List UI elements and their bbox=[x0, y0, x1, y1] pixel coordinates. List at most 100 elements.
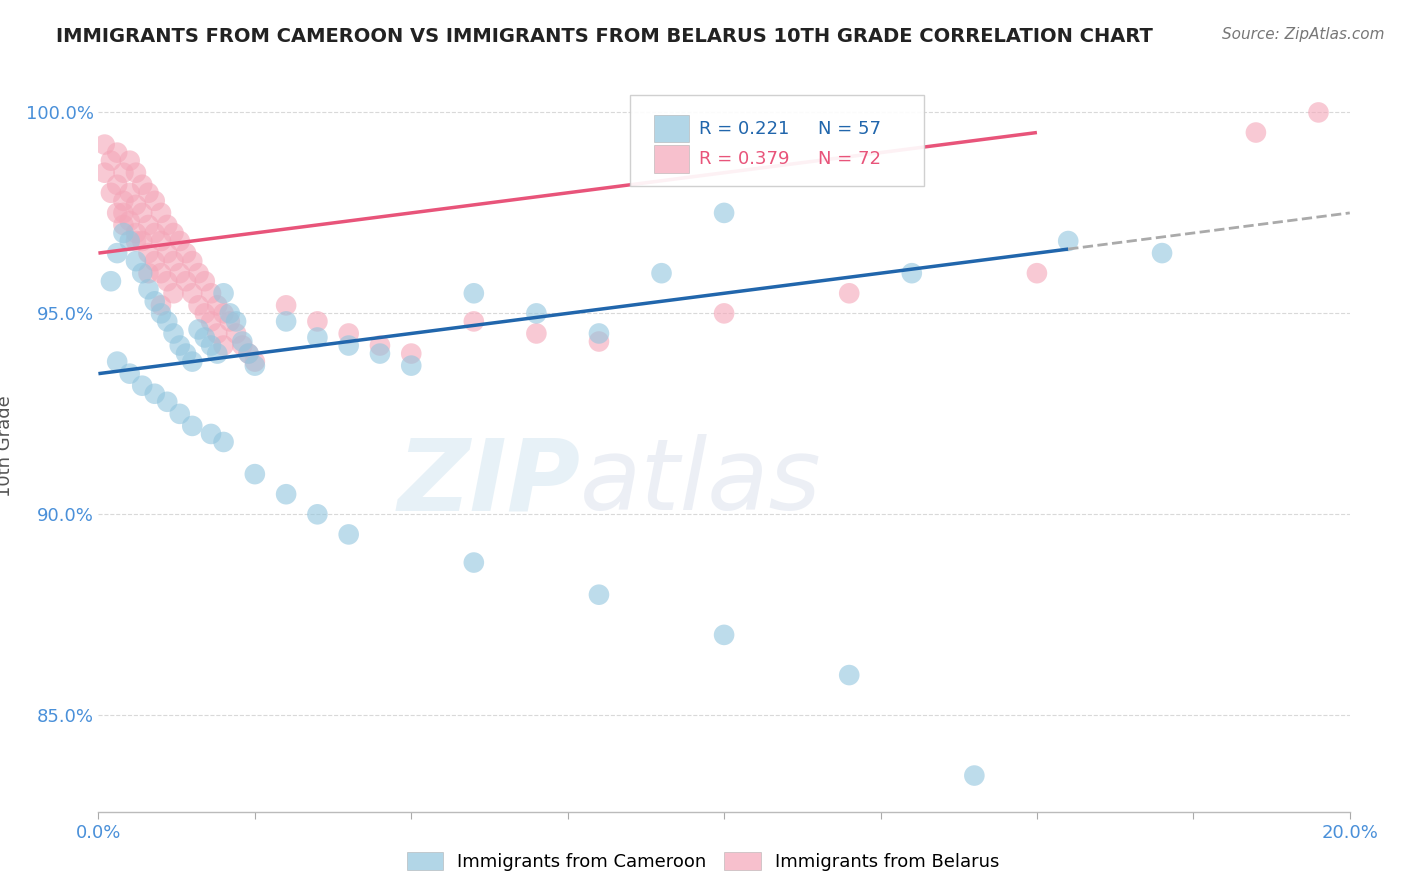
Point bbox=[143, 254, 166, 268]
Point bbox=[212, 434, 235, 449]
Point bbox=[463, 286, 485, 301]
Point bbox=[588, 588, 610, 602]
Point bbox=[307, 508, 329, 522]
Point bbox=[401, 359, 423, 373]
Point bbox=[900, 266, 922, 280]
Point bbox=[225, 314, 247, 328]
Point bbox=[112, 226, 135, 240]
Point bbox=[100, 153, 122, 168]
Point bbox=[112, 166, 135, 180]
Point bbox=[274, 314, 298, 328]
Text: N = 72: N = 72 bbox=[818, 150, 882, 169]
Point bbox=[337, 326, 360, 341]
Point bbox=[143, 294, 166, 309]
Point bbox=[181, 418, 204, 433]
Point bbox=[181, 286, 204, 301]
Point bbox=[200, 426, 222, 441]
Point bbox=[105, 354, 128, 368]
Point bbox=[187, 266, 209, 280]
Y-axis label: 10th Grade: 10th Grade bbox=[0, 395, 14, 497]
Point bbox=[963, 768, 986, 782]
Text: R = 0.221: R = 0.221 bbox=[699, 120, 789, 137]
Point bbox=[105, 246, 128, 260]
Point bbox=[243, 359, 266, 373]
Point bbox=[187, 298, 209, 312]
Point bbox=[118, 214, 141, 228]
Point bbox=[463, 556, 485, 570]
Point bbox=[243, 467, 266, 482]
Point bbox=[169, 338, 191, 352]
Point bbox=[200, 286, 222, 301]
Point bbox=[368, 338, 391, 352]
Point bbox=[118, 367, 141, 381]
Point bbox=[174, 246, 197, 260]
Point bbox=[1152, 246, 1174, 260]
Point bbox=[162, 326, 184, 341]
Point bbox=[100, 274, 122, 288]
Point bbox=[713, 306, 735, 320]
Text: Source: ZipAtlas.com: Source: ZipAtlas.com bbox=[1222, 27, 1385, 42]
Point bbox=[526, 306, 548, 320]
Text: IMMIGRANTS FROM CAMEROON VS IMMIGRANTS FROM BELARUS 10TH GRADE CORRELATION CHART: IMMIGRANTS FROM CAMEROON VS IMMIGRANTS F… bbox=[56, 27, 1153, 45]
Legend: Immigrants from Cameroon, Immigrants from Belarus: Immigrants from Cameroon, Immigrants fro… bbox=[399, 845, 1007, 879]
Point bbox=[138, 186, 160, 200]
Point bbox=[131, 234, 153, 248]
Point bbox=[588, 326, 610, 341]
Point bbox=[307, 314, 329, 328]
Point bbox=[174, 274, 197, 288]
Point bbox=[118, 234, 141, 248]
Point bbox=[463, 314, 485, 328]
Point bbox=[156, 246, 179, 260]
Point bbox=[131, 266, 153, 280]
Point bbox=[125, 226, 148, 240]
Point bbox=[368, 346, 391, 360]
Point bbox=[143, 194, 166, 208]
Point bbox=[131, 178, 153, 192]
Point bbox=[162, 226, 184, 240]
Point bbox=[125, 254, 148, 268]
Point bbox=[238, 346, 260, 360]
Point bbox=[93, 137, 115, 152]
Point bbox=[150, 266, 173, 280]
FancyBboxPatch shape bbox=[654, 145, 689, 173]
Point bbox=[212, 338, 235, 352]
Point bbox=[274, 298, 298, 312]
Point bbox=[150, 306, 173, 320]
Point bbox=[105, 145, 128, 160]
Point bbox=[337, 527, 360, 541]
Point bbox=[713, 628, 735, 642]
Point bbox=[1244, 126, 1267, 140]
Point bbox=[526, 326, 548, 341]
Point bbox=[156, 274, 179, 288]
Point bbox=[162, 254, 184, 268]
Point bbox=[150, 298, 173, 312]
Point bbox=[156, 394, 179, 409]
Point bbox=[105, 206, 128, 220]
Point bbox=[150, 206, 173, 220]
Point bbox=[588, 334, 610, 349]
Point bbox=[713, 206, 735, 220]
Point bbox=[401, 346, 423, 360]
Point bbox=[181, 254, 204, 268]
Point bbox=[150, 234, 173, 248]
Point bbox=[187, 322, 209, 336]
FancyBboxPatch shape bbox=[654, 115, 689, 143]
Point bbox=[337, 338, 360, 352]
Point bbox=[125, 166, 148, 180]
Point bbox=[218, 306, 240, 320]
Point bbox=[156, 314, 179, 328]
Point bbox=[143, 386, 166, 401]
Point bbox=[156, 218, 179, 232]
Point bbox=[169, 407, 191, 421]
Point bbox=[238, 346, 260, 360]
Point bbox=[200, 338, 222, 352]
Point bbox=[138, 218, 160, 232]
FancyBboxPatch shape bbox=[630, 95, 924, 186]
Point bbox=[162, 286, 184, 301]
Point bbox=[118, 186, 141, 200]
Point bbox=[118, 153, 141, 168]
Point bbox=[838, 668, 860, 682]
Point bbox=[200, 314, 222, 328]
Point bbox=[1057, 234, 1080, 248]
Point bbox=[1026, 266, 1049, 280]
